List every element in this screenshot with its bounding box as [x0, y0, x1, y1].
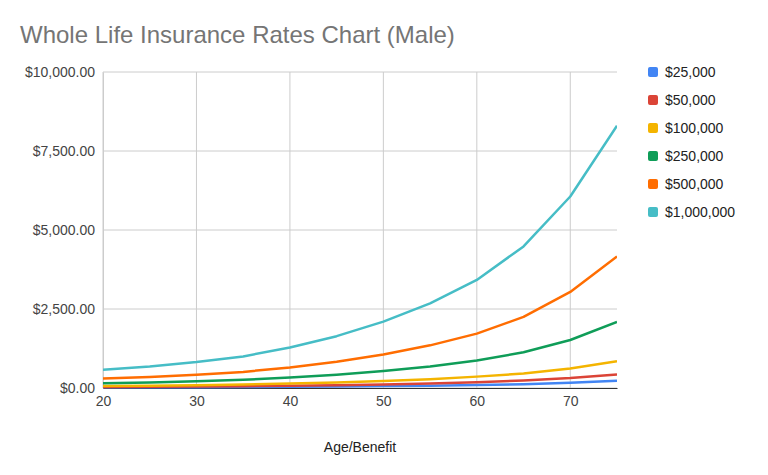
tick-label: 70	[563, 393, 579, 409]
series-line	[103, 126, 617, 370]
series-line	[103, 322, 617, 383]
tick-label: $0.00	[60, 380, 95, 396]
legend-item: $500,000	[648, 176, 724, 192]
grid-line	[103, 72, 617, 73]
legend-label: $100,000	[665, 120, 724, 136]
legend-label: $1,000,000	[665, 204, 735, 220]
tick-label: $2,500.00	[33, 301, 95, 317]
grid-line	[383, 72, 384, 388]
tick: 30	[189, 388, 205, 409]
legend-item: $25,000	[648, 64, 716, 80]
grid-line	[103, 151, 617, 152]
legend-label: $50,000	[665, 92, 716, 108]
tick-label: $10,000.00	[25, 64, 95, 80]
grid-line	[289, 72, 290, 388]
tick: 40	[283, 388, 299, 409]
legend-item: $250,000	[648, 148, 724, 164]
grid	[103, 72, 617, 388]
legend-swatch	[648, 95, 658, 105]
legend-swatch	[648, 207, 658, 217]
y-axis: $0.00 $2,500.00 $5,000.00 $7,500.00 $10,000.…	[25, 64, 104, 396]
grid-line	[196, 72, 197, 388]
tick-label: 50	[376, 393, 392, 409]
chart: Whole Life Insurance Rates Chart (Male) $…	[0, 0, 768, 475]
axis-line	[103, 73, 104, 389]
tick: $2,500.00	[33, 301, 103, 317]
tick: $7,500.00	[33, 143, 103, 159]
legend-label: $250,000	[665, 148, 724, 164]
tick-label: 30	[189, 393, 205, 409]
title: Whole Life Insurance Rates Chart (Male)	[20, 21, 455, 48]
legend-label: $25,000	[665, 64, 716, 80]
legend-swatch	[648, 179, 658, 189]
legend-item: $100,000	[648, 120, 724, 136]
legend-item: $50,000	[648, 92, 716, 108]
tick-label: 60	[470, 393, 486, 409]
grid-line	[476, 72, 477, 388]
legend: $25,000 $50,000 $100,000 $250,000 $500,000 $1…	[648, 64, 735, 220]
tick-label: 40	[283, 393, 299, 409]
legend-item: $1,000,000	[648, 204, 735, 220]
x-axis: 20 30 40 50 60 70	[96, 388, 618, 409]
tick: 20	[96, 388, 112, 409]
tick: 50	[376, 388, 392, 409]
tick: $10,000.00	[25, 64, 103, 80]
legend-swatch	[648, 151, 658, 161]
legend-label: $500,000	[665, 176, 724, 192]
series-line	[103, 257, 617, 379]
background	[0, 0, 768, 475]
x-axis-title: Age/Benefit	[324, 439, 396, 455]
tick: 60	[470, 388, 486, 409]
tick: $5,000.00	[33, 222, 103, 238]
tick-label: $5,000.00	[33, 222, 95, 238]
tick-label: $7,500.00	[33, 143, 95, 159]
plot: $0.00 $2,500.00 $5,000.00 $7,500.00 $10,000.…	[25, 64, 618, 409]
tick-label: 20	[96, 393, 112, 409]
legend-swatch	[648, 123, 658, 133]
legend-swatch	[648, 67, 658, 77]
tick: 70	[563, 388, 579, 409]
grid-line	[103, 72, 104, 388]
series-group	[103, 126, 617, 388]
